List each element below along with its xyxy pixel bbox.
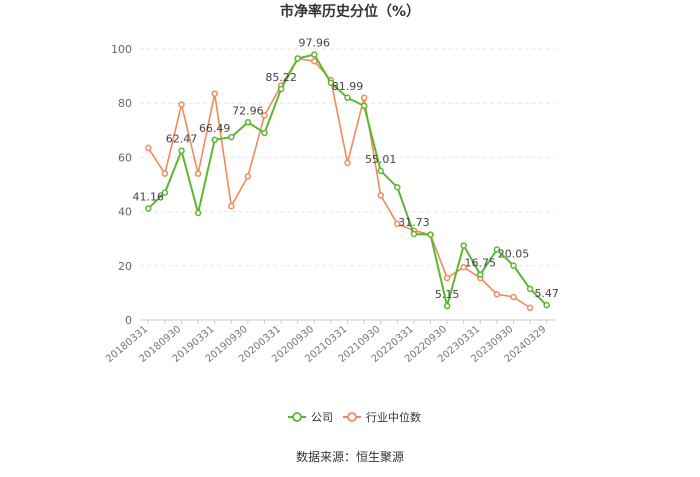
y-tick-label: 20 bbox=[118, 260, 132, 273]
data-point bbox=[526, 285, 534, 293]
data-label: 81.99 bbox=[332, 80, 364, 93]
data-point bbox=[294, 55, 301, 62]
data-point bbox=[377, 167, 384, 175]
data-point bbox=[344, 94, 351, 102]
legend-item-company[interactable]: 公司 bbox=[288, 411, 333, 424]
data-label: 97.96 bbox=[299, 37, 331, 50]
data-point bbox=[178, 147, 185, 154]
data-point bbox=[211, 136, 218, 144]
data-label: 16.75 bbox=[465, 257, 497, 270]
y-tick-label: 100 bbox=[111, 43, 132, 56]
axis-layer: 0204060801002018033120180930201903312019… bbox=[104, 43, 555, 365]
data-point bbox=[443, 274, 451, 282]
source-text: 数据来源：恒生聚源 bbox=[296, 449, 404, 464]
data-point bbox=[311, 51, 318, 58]
data-label: 85.22 bbox=[265, 71, 297, 84]
data-point bbox=[161, 189, 169, 196]
data-point bbox=[543, 301, 550, 309]
data-point bbox=[360, 102, 368, 110]
data-point bbox=[194, 209, 202, 217]
y-tick-label: 80 bbox=[118, 97, 132, 110]
series-line-industry-median bbox=[147, 57, 531, 309]
data-point bbox=[277, 85, 285, 93]
data-label: 5.15 bbox=[435, 288, 460, 301]
data-point bbox=[493, 246, 501, 253]
data-point bbox=[178, 101, 185, 108]
data-point bbox=[493, 291, 501, 298]
data-point bbox=[261, 112, 268, 119]
legend-label: 公司 bbox=[311, 411, 333, 424]
data-point bbox=[360, 94, 368, 102]
data-point bbox=[244, 173, 252, 180]
series-layer bbox=[145, 51, 550, 312]
legend-marker-icon bbox=[347, 412, 357, 422]
data-point bbox=[460, 242, 467, 249]
data-label: 5.47 bbox=[534, 287, 559, 300]
y-tick-label: 40 bbox=[118, 206, 132, 219]
legend[interactable]: 公司 行业中位数 bbox=[288, 410, 421, 424]
data-point bbox=[311, 57, 318, 65]
data-point bbox=[427, 231, 434, 238]
data-label: 31.73 bbox=[398, 216, 430, 229]
legend-label: 行业中位数 bbox=[366, 410, 421, 424]
data-point bbox=[211, 90, 218, 97]
data-label: 72.96 bbox=[232, 104, 264, 117]
data-point bbox=[460, 263, 467, 271]
data-point bbox=[410, 230, 418, 238]
data-point bbox=[394, 220, 401, 228]
legend-marker-icon bbox=[292, 412, 302, 422]
data-point bbox=[161, 170, 169, 177]
data-point bbox=[244, 119, 252, 126]
data-point bbox=[394, 183, 401, 191]
data-label: 62.47 bbox=[166, 133, 198, 146]
data-point bbox=[145, 144, 152, 152]
data-point bbox=[510, 262, 517, 269]
legend-item-industry-median[interactable]: 行业中位数 bbox=[343, 410, 421, 424]
y-tick-label: 60 bbox=[118, 151, 132, 164]
data-point bbox=[327, 79, 335, 87]
data-point bbox=[228, 133, 235, 141]
y-tick-label: 0 bbox=[125, 314, 132, 327]
chart-title: 市净率历史分位（%） bbox=[280, 3, 420, 20]
data-point bbox=[261, 129, 268, 137]
data-label: 66.49 bbox=[199, 122, 231, 135]
data-point bbox=[377, 192, 384, 199]
data-label: 41.16 bbox=[133, 190, 165, 203]
data-point bbox=[194, 170, 202, 177]
data-label: 55.01 bbox=[365, 153, 397, 166]
data-point bbox=[344, 159, 351, 167]
data-point bbox=[510, 293, 517, 301]
data-label: 20.05 bbox=[498, 248, 530, 261]
data-point bbox=[145, 205, 152, 212]
data-point bbox=[228, 202, 235, 210]
data-point bbox=[443, 302, 451, 310]
data-point bbox=[477, 271, 484, 278]
data-point bbox=[526, 304, 534, 312]
